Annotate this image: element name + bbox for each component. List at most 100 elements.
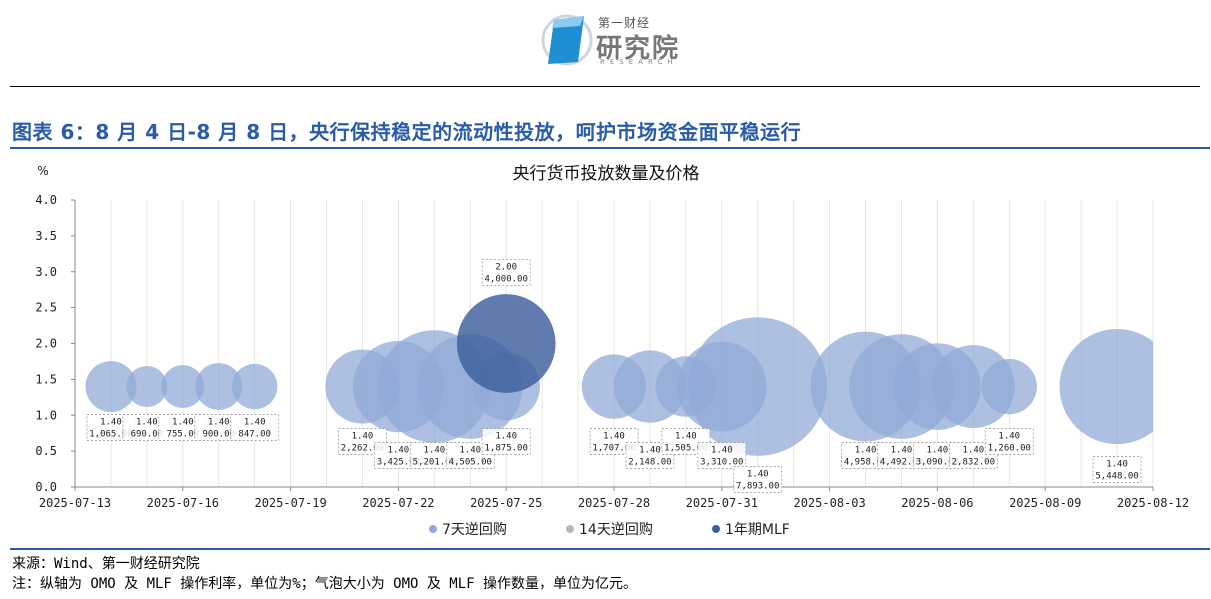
y-tick-label: 2.0 [35,337,57,351]
bubble [161,365,205,408]
bubble [688,317,828,456]
data-label-rate: 1.40 [639,446,661,456]
logo-main-text: 研究院 [596,34,681,64]
data-label-box [733,466,783,493]
legend-label-7d: 7天逆回购 [442,522,507,538]
data-label-rate: 1.40 [927,446,949,456]
bottom-divider [10,548,1210,550]
bubble [231,363,278,410]
data-label-box [984,428,1034,455]
footnote: 注：纵轴为 OMO 及 MLF 操作利率，单位为%；气泡大小为 OMO 及 ML… [12,576,638,592]
data-label-box [481,259,531,286]
data-label-amount: 690.00 [131,430,164,440]
figure-title: 图表 6：8 月 4 日-8 月 8 日，央行保持稳定的流动性投放，呵护市场资金… [12,120,802,144]
data-label-amount: 1,505.00 [664,444,707,454]
data-label-amount: 755.00 [167,430,200,440]
data-label-amount: 1,065.00 [89,430,132,440]
data-label-amount: 1,260.00 [988,444,1031,454]
legend-label-mlf: 1年期MLF [725,522,790,538]
data-label-rate: 1.40 [100,418,122,428]
x-tick-label: 2025-07-16 [147,496,219,510]
data-label-rate: 2.00 [495,263,517,273]
data-label-amount: 5,201.00 [413,458,456,468]
x-tick-label: 2025-07-28 [578,496,650,510]
y-tick-label: 1.5 [35,372,57,386]
y-tick-label: 3.0 [35,265,57,279]
data-label-amount: 2,832.00 [952,458,995,468]
legend-label-14d: 14天逆回购 [579,522,653,538]
y-tick-label: 1.0 [35,408,57,422]
x-tick-label: 2025-07-31 [686,496,758,510]
data-label-amount: 4,000.00 [485,275,528,285]
data-label-amount: 5,448.00 [1095,472,1138,482]
x-tick-label: 2025-07-13 [39,496,111,510]
x-tick-label: 2025-07-19 [254,496,326,510]
data-label-amount: 1,707.00 [592,444,635,454]
logo-sub-text: RESEARCH [600,58,678,66]
data-label-rate: 1.40 [459,446,481,456]
x-tick-label: 2025-08-06 [901,496,973,510]
data-label-rate: 1.40 [172,418,194,428]
legend-marker-7d [429,525,437,533]
logo-icon [541,14,593,66]
source-note: 来源：Wind、第一财经研究院 [12,556,200,572]
chart-axes: 0.0 0.5 1.0 1.5 2.0 2.5 3.0 3.5 4.0 2025-07-13 202… [35,193,1189,510]
data-label-rate: 1.40 [998,432,1020,442]
data-label-rate: 1.40 [136,418,158,428]
data-label-amount: 7,893.00 [736,482,779,492]
data-label-rate: 1.40 [711,446,733,456]
data-label-amount: 1,875.00 [485,444,528,454]
data-label-rate: 1.40 [352,432,374,442]
data-label-box [697,442,747,469]
legend-marker-14d [566,525,574,533]
chart-bubbles [85,294,1153,456]
research-logo: 第一财经 研究院 RESEARCH [540,6,690,70]
bubble [981,358,1037,415]
data-label-amount: 4,492.00 [880,458,923,468]
legend-marker-mlf [712,525,720,533]
data-label-box [1092,456,1142,483]
title-divider [10,147,1210,149]
data-label-box [481,428,531,455]
data-label-rate: 1.40 [962,446,984,456]
bubble [456,294,556,393]
data-label-rate: 1.40 [675,432,697,442]
x-tick-label: 2025-07-22 [362,496,434,510]
y-tick-label: 3.5 [35,229,57,243]
data-label-amount: 3,090.00 [916,458,959,468]
chart-data-labels: 1.40 1,065.00 1.40 690.00 1.40 755.00 1.40 900.… [86,259,1142,493]
chart-title: 央行货币投放数量及价格 [513,164,700,184]
data-label-rate: 1.40 [747,470,769,480]
data-label-rate: 1.40 [244,418,266,428]
data-label-amount: 4,958.00 [844,458,887,468]
data-label-amount: 3,425.00 [377,458,420,468]
x-tick-label: 2025-08-03 [793,496,865,510]
top-divider [10,86,1200,87]
data-label-amount: 2,148.00 [628,458,671,468]
data-label-rate: 1.40 [208,418,230,428]
data-label-rate: 1.40 [495,432,517,442]
data-label-box [230,414,280,441]
data-label-amount: 2,262.00 [341,444,384,454]
bubble-chart: 0.0 0.5 1.0 1.5 2.0 2.5 3.0 3.5 4.0 2025-07-13 202… [35,164,1189,538]
data-label-amount: 3,310.00 [700,458,743,468]
x-tick-label: 2025-08-09 [1009,496,1081,510]
bubble [1059,328,1153,445]
bubble [85,361,137,413]
x-tick-label: 2025-07-25 [470,496,542,510]
y-tick-label: 2.5 [35,301,57,315]
y-tick-label: 0.0 [35,480,57,494]
logo-top-text: 第一财经 [598,16,651,30]
data-label-rate: 1.40 [603,432,625,442]
y-tick-label: 4.0 [35,193,57,207]
data-label-rate: 1.40 [423,446,445,456]
x-tick-label: 2025-08-12 [1117,496,1189,510]
chart-legend: 7天逆回购 14天逆回购 1年期MLF [429,522,790,538]
data-label-amount: 900.00 [202,430,235,440]
y-axis-unit: % [37,164,48,178]
data-label-rate: 1.40 [891,446,913,456]
data-label-rate: 1.40 [855,446,877,456]
data-label-rate: 1.40 [1106,460,1128,470]
data-label-rate: 1.40 [388,446,410,456]
data-label-amount: 847.00 [238,430,271,440]
